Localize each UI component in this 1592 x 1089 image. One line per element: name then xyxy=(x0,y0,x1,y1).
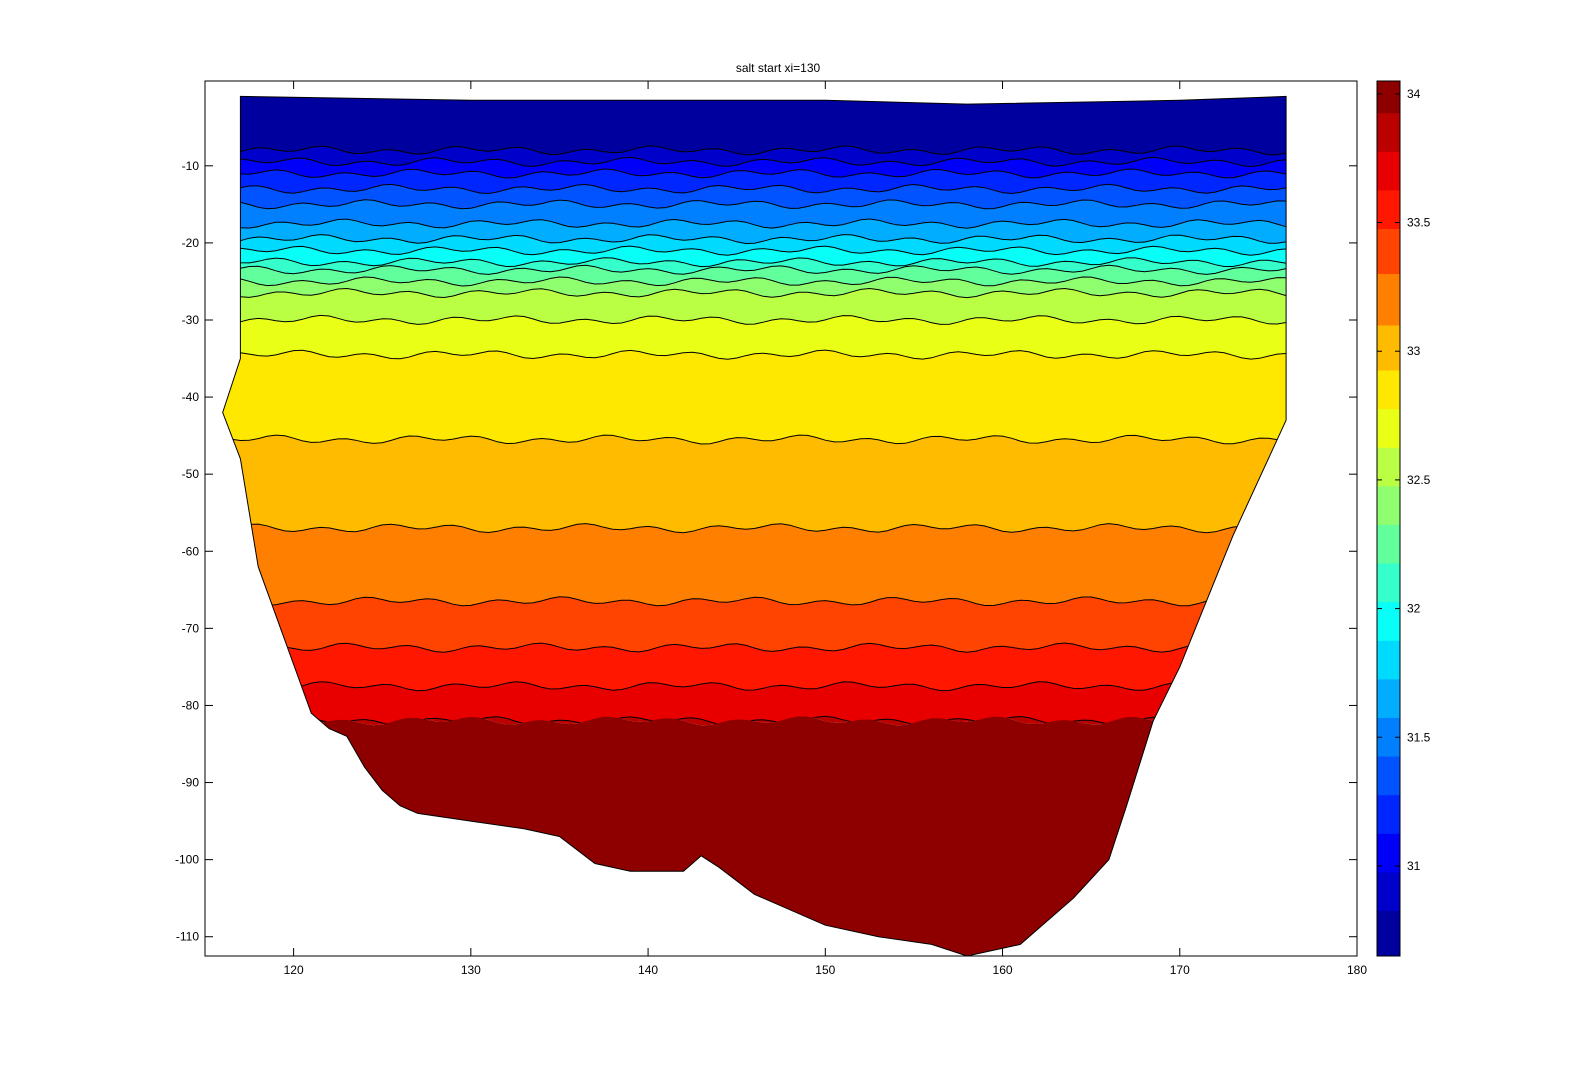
chart-title: salt start xi=130 xyxy=(736,61,821,75)
colorbar-band xyxy=(1377,486,1400,525)
contour-band xyxy=(222,157,1287,178)
colorbar-tick-label: 32.5 xyxy=(1407,473,1431,487)
colorbar-band xyxy=(1377,274,1400,326)
colorbar-band xyxy=(1377,113,1400,152)
contour-line xyxy=(222,681,1287,692)
contour-line xyxy=(222,156,1287,168)
colorbar-band xyxy=(1377,524,1400,564)
y-tick-label: -100 xyxy=(175,853,199,867)
contour-line xyxy=(222,523,1287,534)
contour-line xyxy=(222,596,1287,607)
colorbar-band xyxy=(1377,447,1400,487)
colorbar-band xyxy=(1377,602,1400,641)
y-tick-label: -10 xyxy=(182,159,200,173)
colorbar-tick-label: 31 xyxy=(1407,859,1421,873)
colorbar-band xyxy=(1377,795,1400,834)
contour-band xyxy=(222,246,1287,267)
y-tick-label: -110 xyxy=(176,930,199,944)
contour-band xyxy=(222,523,1287,606)
contour-band xyxy=(222,643,1287,691)
colorbar-frame xyxy=(1376,80,1401,957)
contour-band xyxy=(222,716,1287,726)
domain-outline xyxy=(222,95,1287,956)
contour-band xyxy=(222,234,1287,256)
colorbar-band xyxy=(1377,228,1400,275)
contour-line xyxy=(222,168,1287,179)
contour-band xyxy=(222,96,1287,155)
contour-band xyxy=(222,681,1287,726)
y-tick-label: -70 xyxy=(182,621,200,635)
colorbar-band xyxy=(1377,325,1400,371)
colorbar-tick-label: 34 xyxy=(1407,87,1421,101)
y-tick-label: -90 xyxy=(182,776,200,790)
contour-line xyxy=(222,287,1287,299)
colorbar-band xyxy=(1377,563,1400,603)
contour-line xyxy=(222,234,1287,245)
y-tick-label: -20 xyxy=(182,236,200,250)
x-tick-label: 130 xyxy=(461,963,481,977)
plot-frame xyxy=(204,80,1358,957)
x-axis: 120 130 140 150 160 170 180 xyxy=(284,81,1367,977)
colorbar-tick-label: 32 xyxy=(1407,602,1421,616)
contour-band xyxy=(222,315,1287,360)
x-tick-label: 150 xyxy=(815,963,835,977)
colorbar-tick-label: 33.5 xyxy=(1407,216,1431,230)
colorbar-band xyxy=(1377,370,1400,410)
contour-line xyxy=(222,257,1287,268)
contour-line xyxy=(222,245,1287,256)
contour-band xyxy=(222,596,1287,653)
colorbar-band xyxy=(1377,717,1400,757)
colorbar-band xyxy=(1377,872,1400,911)
y-tick-label: -50 xyxy=(182,467,200,481)
x-tick-label: 120 xyxy=(284,963,304,977)
colorbar-band xyxy=(1377,190,1400,229)
colorbar-level-bands xyxy=(1377,81,1400,956)
contour-line xyxy=(222,183,1287,195)
contour-line xyxy=(222,199,1287,210)
y-tick-label: -30 xyxy=(182,313,200,327)
contour-band xyxy=(222,219,1287,244)
contour-band xyxy=(222,257,1287,275)
contour-band xyxy=(222,145,1287,167)
x-tick-label: 180 xyxy=(1347,963,1367,977)
y-tick-label: -40 xyxy=(182,390,200,404)
colorbar-tick-label: 33 xyxy=(1407,344,1421,358)
colorbar-band xyxy=(1377,409,1400,448)
colorbar-band xyxy=(1377,756,1400,796)
colorbar-band xyxy=(1377,640,1400,680)
contour-band xyxy=(222,350,1287,444)
colorbar-band xyxy=(1377,679,1400,718)
contour-line xyxy=(222,349,1287,360)
contour-line xyxy=(222,264,1287,275)
salinity-section xyxy=(222,95,1287,956)
contour-line xyxy=(222,642,1287,653)
contour-bands xyxy=(222,96,1287,956)
contour-band xyxy=(222,169,1287,194)
contour-line xyxy=(222,218,1287,229)
contour-band xyxy=(222,199,1287,229)
contour-line xyxy=(222,145,1287,156)
contour-band xyxy=(222,184,1287,209)
colorbar-band xyxy=(1377,151,1400,191)
contour-band xyxy=(222,288,1287,325)
contour-line xyxy=(222,314,1287,325)
y-axis: -10 -20 -30 -40 -50 -60 -70 -80 -90 -100 -110 xyxy=(175,159,1357,944)
colorbar-band xyxy=(1377,910,1400,956)
y-tick-label: -60 xyxy=(182,544,200,558)
x-tick-label: 160 xyxy=(993,963,1013,977)
x-tick-label: 140 xyxy=(638,963,658,977)
colorbar-band xyxy=(1377,81,1400,114)
x-tick-label: 170 xyxy=(1170,963,1190,977)
colorbar-tick-label: 31.5 xyxy=(1407,730,1431,744)
colorbar-band xyxy=(1377,833,1400,873)
contour-band xyxy=(222,435,1287,533)
colorbar-axis: 31 31.5 32 32.5 33 33.5 34 xyxy=(1377,87,1431,873)
contour-line xyxy=(222,276,1287,287)
contour-line xyxy=(222,434,1287,445)
y-tick-label: -80 xyxy=(182,698,200,712)
contour-band xyxy=(222,277,1287,298)
